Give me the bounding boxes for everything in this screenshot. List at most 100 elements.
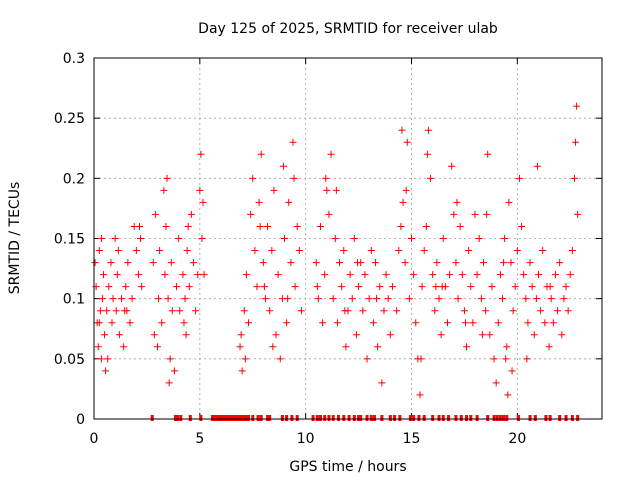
data-point <box>321 271 329 279</box>
data-point <box>285 198 293 206</box>
data-point <box>463 343 471 351</box>
data-points <box>91 102 582 399</box>
data-point <box>423 150 431 158</box>
y-tick-label: 0.1 <box>63 292 85 308</box>
data-point <box>121 307 129 315</box>
data-point <box>564 307 572 315</box>
data-point <box>523 355 531 363</box>
data-point <box>270 186 278 194</box>
data-point <box>91 259 99 267</box>
zero-value-marker <box>372 415 376 421</box>
data-point <box>236 343 244 351</box>
data-point <box>395 247 403 255</box>
data-point <box>410 271 418 279</box>
y-axis-title: SRMTID / TECUs <box>7 182 23 295</box>
chart-title: Day 125 of 2025, SRMTID for receiver ula… <box>198 21 498 37</box>
zero-value-marker <box>327 415 331 421</box>
zero-value-marker <box>558 415 562 421</box>
data-point <box>98 295 106 303</box>
zero-value-marker <box>465 415 469 421</box>
data-point <box>533 162 541 170</box>
data-point <box>266 307 274 315</box>
zero-value-marker <box>459 415 463 421</box>
data-point <box>398 126 406 134</box>
data-point <box>432 283 440 291</box>
data-point <box>160 186 168 194</box>
data-point <box>115 331 123 339</box>
data-point <box>340 247 348 255</box>
zero-value-marker <box>311 415 315 421</box>
data-point <box>95 247 103 255</box>
data-point <box>247 210 255 218</box>
zero-value-marker <box>393 415 397 421</box>
data-point <box>482 307 490 315</box>
data-point <box>551 271 559 279</box>
data-point <box>338 283 346 291</box>
data-point <box>352 331 360 339</box>
data-point <box>573 102 581 110</box>
zero-value-marker <box>336 415 340 421</box>
data-point <box>450 210 458 218</box>
data-point <box>437 331 445 339</box>
data-point <box>483 210 491 218</box>
data-point <box>124 259 132 267</box>
zero-value-marker <box>422 415 426 421</box>
data-point <box>546 283 554 291</box>
x-tick-label: 5 <box>195 431 204 447</box>
data-point <box>408 235 415 242</box>
zero-value-marker <box>150 415 154 421</box>
x-tick-label: 0 <box>90 431 99 447</box>
zero-markers <box>150 415 580 421</box>
data-point <box>257 150 265 158</box>
zero-value-marker <box>431 415 435 421</box>
data-point <box>453 198 461 206</box>
zero-value-marker <box>232 415 236 421</box>
data-point <box>194 271 202 279</box>
data-point <box>325 210 333 218</box>
data-point <box>327 150 335 158</box>
data-point <box>500 259 508 267</box>
data-point <box>448 162 456 170</box>
data-point <box>350 235 358 242</box>
zero-value-marker <box>266 415 270 421</box>
data-point <box>354 259 362 267</box>
data-point <box>424 126 432 134</box>
data-point <box>504 391 512 399</box>
zero-value-marker <box>256 415 260 421</box>
data-point <box>284 295 292 303</box>
zero-value-marker <box>475 415 479 421</box>
data-point <box>170 367 178 375</box>
zero-value-marker <box>295 415 299 421</box>
data-point <box>376 283 384 291</box>
zero-value-marker <box>219 415 223 421</box>
y-tick-label: 0.3 <box>63 51 85 67</box>
data-point <box>111 235 119 242</box>
zero-value-marker <box>447 415 451 421</box>
data-point <box>515 174 523 182</box>
data-point <box>496 271 504 279</box>
zero-value-marker <box>236 415 240 421</box>
zero-value-marker <box>188 415 192 421</box>
data-point <box>149 259 157 267</box>
data-point <box>107 259 115 267</box>
data-point <box>473 271 481 279</box>
data-point <box>276 355 284 363</box>
zero-value-marker <box>221 415 225 421</box>
zero-value-marker <box>564 415 568 421</box>
data-point <box>103 307 111 315</box>
data-point <box>269 343 277 351</box>
data-point <box>501 235 509 242</box>
data-point <box>429 271 437 279</box>
data-point <box>530 331 538 339</box>
data-point <box>556 259 564 267</box>
plot-frame <box>93 57 603 420</box>
y-tick-label: 0.15 <box>54 232 85 248</box>
zero-value-marker <box>369 415 373 421</box>
data-point <box>155 295 163 303</box>
zero-value-marker <box>544 415 548 421</box>
zero-value-marker <box>441 415 445 421</box>
zero-value-marker <box>230 415 234 421</box>
data-point <box>331 235 339 242</box>
data-point <box>185 283 193 291</box>
